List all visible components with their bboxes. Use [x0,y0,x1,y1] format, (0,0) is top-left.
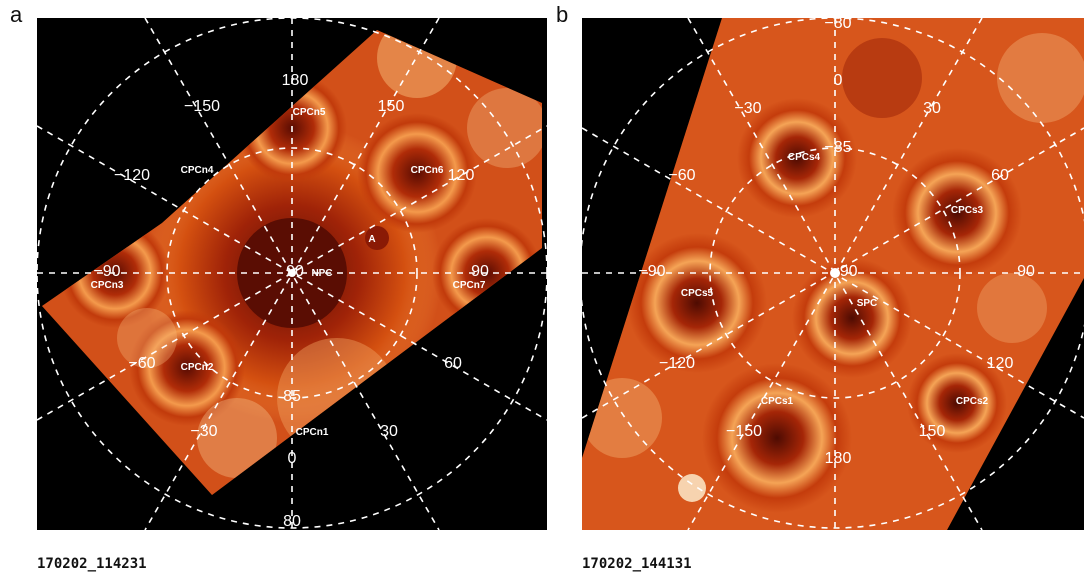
panel-b-caption: 170202_144131 [582,556,692,572]
panel-b-lon-label-m120: −120 [659,355,695,372]
panel-b-lat-label-m85: −85 [824,139,851,156]
panel-b-feature-cpcs4: CPCs4 [788,152,821,163]
panel-a-feature-cpcn6: CPCn6 [411,165,444,176]
panel-b-feature-cpcs1: CPCs1 [761,396,794,407]
panel-a-feature-cpcn5: CPCn5 [293,107,326,118]
panel-a-feature-npc: NPC [311,268,332,279]
panel-b-svg: 0 −30 30 −60 60 −90 90 −120 120 −150 150… [582,18,1084,530]
panel-a-svg: 180 −150 150 −120 120 −90 90 −60 60 −30 … [37,18,547,530]
panel-a-lon-label-150: 150 [378,98,405,115]
panel-a-lon-label-180: 180 [282,72,309,89]
panel-b-feature-cpcs2: CPCs2 [956,396,989,407]
panel-a-lon-label-120: 120 [448,167,475,184]
panel-a-letter: a [10,2,23,27]
panel-b-lon-label-m90: −90 [638,263,665,280]
panel-a-lat-label-80: 80 [283,513,301,530]
panel-a-lon-label-m150: −150 [184,98,220,115]
panel-a-lat-label-85: 85 [283,388,301,405]
panel-a-pole-marker [288,269,296,277]
panel-a-feature-a: A [368,234,375,245]
panel-a-feature-cpcn4: CPCn4 [181,165,214,176]
panel-b-pole-marker [830,268,840,278]
panel-b-lat-label-m80: −80 [824,18,851,32]
panel-b-lon-label-m30: −30 [734,100,761,117]
panel-a-lon-label-90: 90 [471,263,489,280]
panel-b-letter: b [556,2,569,27]
panel-b-lon-label-180: 180 [825,450,852,467]
panel-a-caption: 170202_114231 [37,556,147,572]
panel-b-lon-label-m60: −60 [668,167,695,184]
panel-a-lon-label-m90: −90 [93,263,120,280]
panel-a-lon-label-30: 30 [380,423,398,440]
panel-a-lon-label-60: 60 [444,355,462,372]
panel-a-feature-cpcn2: CPCn2 [181,362,214,373]
panel-b-south-polar-map: 0 −30 30 −60 60 −90 90 −120 120 −150 150… [582,18,1084,530]
panel-b-lon-label-30: 30 [923,100,941,117]
panel-a-feature-cpcn7: CPCn7 [453,280,486,291]
panel-a-feature-cpcn3: CPCn3 [91,280,124,291]
panel-b-lon-label-0: 0 [834,72,843,89]
panel-a-lon-label-0: 0 [288,450,297,467]
panel-a-lon-label-m30: −30 [190,423,217,440]
panel-b-lon-label-90: 90 [1017,263,1035,280]
panel-b-feature-spc: SPC [857,298,878,309]
panel-a-lon-label-m60: −60 [128,355,155,372]
panel-b-feature-cpcs5: CPCs5 [681,288,714,299]
panel-b-lon-label-m150: −150 [726,423,762,440]
panel-b-lon-label-150: 150 [919,423,946,440]
panel-a-lon-label-m120: −120 [114,167,150,184]
panel-b-lon-label-120: 120 [987,355,1014,372]
panel-b-feature-cpcs3: CPCs3 [951,205,984,216]
panel-a-feature-cpcn1: CPCn1 [296,427,329,438]
panel-a-north-polar-map: 180 −150 150 −120 120 −90 90 −60 60 −30 … [37,18,547,530]
panel-b-lon-label-60: 60 [991,167,1009,184]
